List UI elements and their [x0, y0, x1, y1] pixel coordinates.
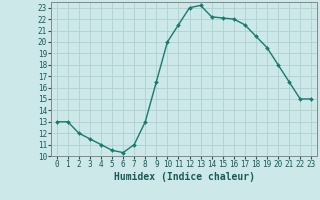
- X-axis label: Humidex (Indice chaleur): Humidex (Indice chaleur): [114, 172, 254, 182]
